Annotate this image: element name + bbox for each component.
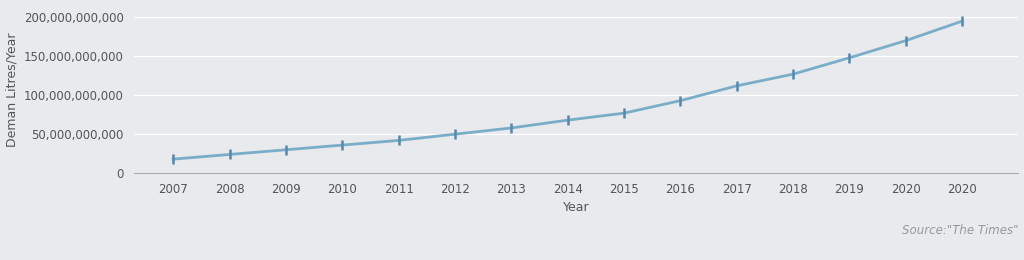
X-axis label: Year: Year bbox=[563, 202, 590, 214]
Text: Source:"The Times": Source:"The Times" bbox=[902, 224, 1019, 237]
Y-axis label: Deman Litres/Year: Deman Litres/Year bbox=[5, 32, 18, 147]
